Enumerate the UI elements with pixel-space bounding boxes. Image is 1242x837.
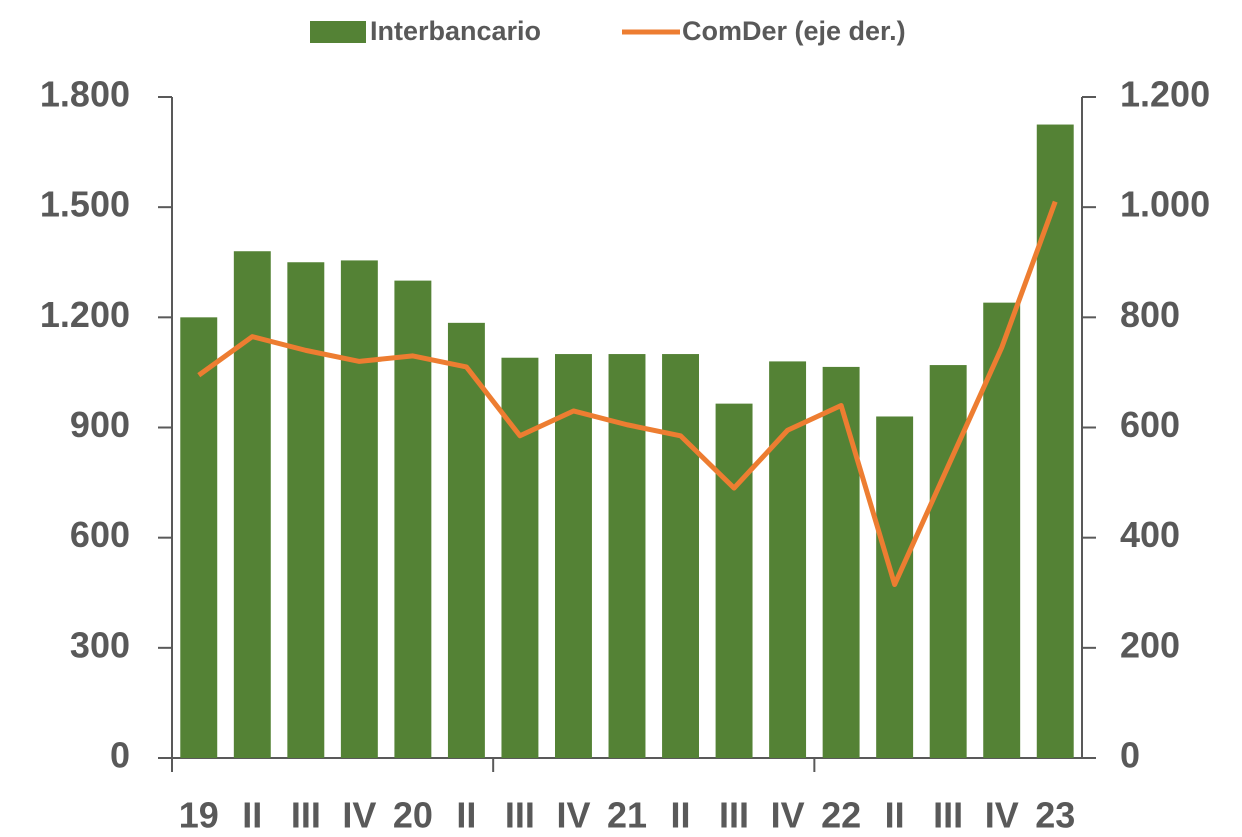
bar (608, 354, 646, 758)
bar (769, 361, 807, 758)
y2-tick-label: 0 (1120, 735, 1140, 776)
legend-label: ComDer (eje der.) (682, 16, 906, 46)
bar (1036, 124, 1074, 758)
x-tick-label: IV (771, 795, 805, 836)
x-tick-label: 23 (1035, 795, 1075, 836)
y-tick-label: 1.200 (40, 294, 130, 335)
x-tick-label: II (671, 795, 691, 836)
x-tick-label: IV (342, 795, 376, 836)
y2-tick-label: 1.000 (1120, 184, 1210, 225)
y-tick-label: 1.500 (40, 184, 130, 225)
x-tick-label: II (242, 795, 262, 836)
y-tick-label: 300 (70, 624, 130, 665)
x-tick-label: III (291, 795, 321, 836)
y-tick-label: 0 (110, 735, 130, 776)
bar (340, 260, 378, 758)
line (197, 200, 1058, 587)
x-tick-label: III (719, 795, 749, 836)
legend-swatch (310, 21, 366, 43)
bar (822, 366, 860, 758)
x-tick-label: IV (556, 795, 590, 836)
bar (287, 262, 325, 758)
bar (394, 280, 432, 758)
y2-tick-label: 200 (1120, 624, 1180, 665)
bar (876, 416, 914, 758)
y-tick-label: 1.800 (40, 74, 130, 115)
x-tick-label: II (456, 795, 476, 836)
x-tick-label: 22 (821, 795, 861, 836)
bar (180, 317, 218, 758)
bar (555, 354, 592, 758)
x-tick-label: 21 (607, 795, 647, 836)
x-tick-label: III (933, 795, 963, 836)
bar (447, 322, 485, 758)
bar (662, 354, 699, 758)
x-tick-label: 19 (179, 795, 219, 836)
y2-tick-label: 400 (1120, 514, 1180, 555)
y2-tick-label: 1.200 (1120, 74, 1210, 115)
bar (929, 365, 967, 758)
y-tick-label: 600 (70, 514, 130, 555)
y-tick-label: 900 (70, 404, 130, 445)
x-tick-label: III (505, 795, 535, 836)
bar (715, 403, 753, 758)
x-tick-label: II (885, 795, 905, 836)
x-tick-label: 20 (393, 795, 433, 836)
y2-tick-label: 800 (1120, 294, 1180, 335)
x-tick-label: IV (985, 795, 1019, 836)
bar (501, 357, 539, 758)
bar (233, 251, 271, 758)
legend-label: Interbancario (370, 16, 541, 46)
y2-tick-label: 600 (1120, 404, 1180, 445)
